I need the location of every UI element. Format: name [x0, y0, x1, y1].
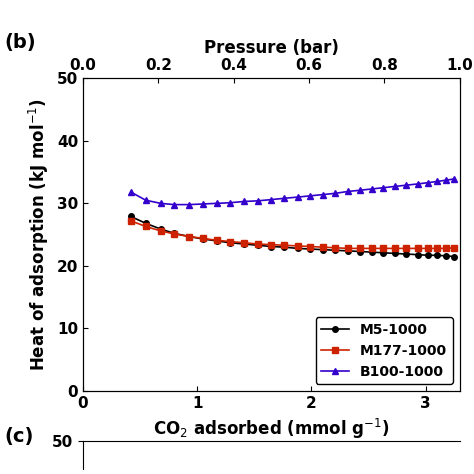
- B100-1000: [143, 197, 148, 203]
- M5-1000: [443, 253, 449, 259]
- B100-1000: [281, 195, 287, 201]
- M177-1000: [143, 224, 148, 229]
- M177-1000: [172, 231, 177, 237]
- B100-1000: [214, 201, 219, 206]
- M5-1000: [392, 251, 398, 256]
- Line: B100-1000: B100-1000: [128, 176, 457, 208]
- M177-1000: [255, 241, 261, 247]
- M177-1000: [200, 236, 206, 241]
- B100-1000: [158, 201, 164, 206]
- M177-1000: [158, 228, 164, 234]
- M5-1000: [295, 246, 301, 251]
- X-axis label: CO$_2$ adsorbed (mmol g$^{-1}$): CO$_2$ adsorbed (mmol g$^{-1}$): [153, 417, 390, 440]
- M5-1000: [307, 246, 313, 252]
- B100-1000: [241, 199, 247, 204]
- M177-1000: [281, 242, 287, 248]
- M177-1000: [425, 246, 431, 251]
- M5-1000: [369, 249, 374, 255]
- B100-1000: [268, 197, 274, 202]
- M177-1000: [451, 245, 457, 251]
- M177-1000: [268, 242, 274, 247]
- M5-1000: [357, 249, 363, 255]
- M5-1000: [158, 226, 164, 232]
- M5-1000: [332, 247, 338, 253]
- M5-1000: [241, 241, 247, 247]
- Legend: M5-1000, M177-1000, B100-1000: M5-1000, M177-1000, B100-1000: [316, 317, 453, 384]
- M5-1000: [143, 220, 148, 226]
- M5-1000: [451, 254, 457, 259]
- B100-1000: [369, 186, 374, 192]
- B100-1000: [425, 180, 431, 185]
- M5-1000: [186, 234, 192, 239]
- B100-1000: [357, 187, 363, 193]
- X-axis label: Pressure (bar): Pressure (bar): [204, 39, 339, 57]
- B100-1000: [295, 194, 301, 200]
- M5-1000: [434, 253, 440, 258]
- M5-1000: [214, 238, 219, 244]
- M177-1000: [434, 246, 440, 251]
- B100-1000: [320, 192, 326, 198]
- M5-1000: [381, 250, 386, 255]
- M177-1000: [381, 246, 386, 251]
- M177-1000: [345, 246, 351, 251]
- M5-1000: [415, 252, 420, 257]
- M177-1000: [320, 244, 326, 250]
- Line: M177-1000: M177-1000: [128, 218, 457, 251]
- M5-1000: [320, 247, 326, 253]
- M5-1000: [255, 242, 261, 248]
- M177-1000: [295, 243, 301, 249]
- M177-1000: [228, 239, 233, 245]
- M5-1000: [228, 240, 233, 246]
- B100-1000: [443, 177, 449, 183]
- Text: (b): (b): [5, 33, 36, 52]
- B100-1000: [200, 201, 206, 207]
- B100-1000: [172, 202, 177, 208]
- B100-1000: [186, 202, 192, 208]
- B100-1000: [332, 191, 338, 196]
- B100-1000: [128, 189, 134, 195]
- Y-axis label: Heat of adsorption (kJ mol$^{-1}$): Heat of adsorption (kJ mol$^{-1}$): [27, 98, 51, 371]
- M177-1000: [369, 246, 374, 251]
- B100-1000: [403, 182, 409, 188]
- M177-1000: [332, 245, 338, 251]
- M5-1000: [128, 214, 134, 219]
- M5-1000: [281, 244, 287, 250]
- M177-1000: [415, 246, 420, 251]
- B100-1000: [255, 198, 261, 204]
- B100-1000: [307, 193, 313, 199]
- M5-1000: [425, 253, 431, 258]
- B100-1000: [228, 200, 233, 206]
- M177-1000: [443, 246, 449, 251]
- M177-1000: [128, 218, 134, 224]
- M177-1000: [186, 234, 192, 239]
- B100-1000: [381, 185, 386, 191]
- M5-1000: [172, 230, 177, 236]
- B100-1000: [434, 179, 440, 184]
- B100-1000: [392, 183, 398, 189]
- M177-1000: [357, 246, 363, 251]
- Line: M5-1000: M5-1000: [128, 214, 457, 259]
- B100-1000: [415, 181, 420, 187]
- B100-1000: [345, 189, 351, 194]
- B100-1000: [451, 176, 457, 182]
- M177-1000: [392, 246, 398, 251]
- M177-1000: [307, 244, 313, 249]
- Text: (c): (c): [5, 427, 34, 446]
- M177-1000: [403, 246, 409, 251]
- M5-1000: [403, 251, 409, 257]
- M177-1000: [241, 240, 247, 246]
- M177-1000: [214, 237, 219, 243]
- M5-1000: [345, 248, 351, 254]
- M5-1000: [268, 244, 274, 249]
- M5-1000: [200, 236, 206, 242]
